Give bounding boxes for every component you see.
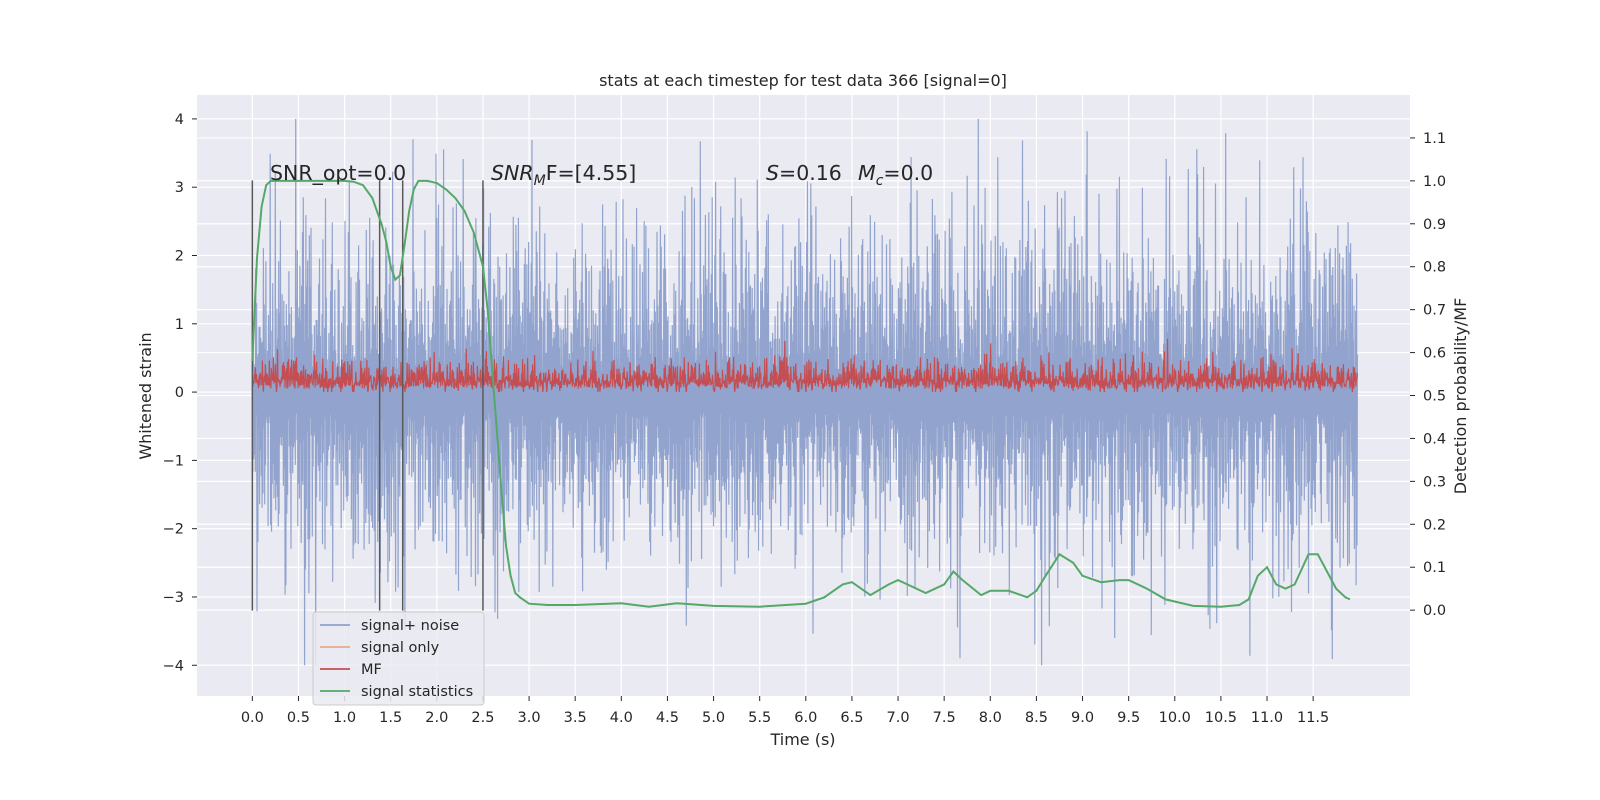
- annotation-mc-sub: c: [876, 173, 884, 189]
- y2-tick-label: 0.2: [1423, 517, 1446, 533]
- annotation-s-symbol: S: [766, 161, 779, 185]
- y-axis-ticks: 4 3 2 1 0 −1 −2 −3 −4: [163, 112, 197, 674]
- x-tick-label: 0.5: [287, 710, 310, 726]
- y-tick-label: −2: [163, 522, 184, 538]
- x-tick-label: 7.5: [933, 710, 956, 726]
- annotation-snr-mf-prefix: SNR: [491, 161, 534, 185]
- annotation-snr-mf-sub: M: [534, 173, 546, 189]
- annotations: SNR_opt=0.0 SNRMF=[4.55] S=0.16 Mc=0.0: [270, 161, 933, 189]
- signal-noise-line: [251, 118, 1358, 666]
- y-tick-label: 4: [175, 112, 184, 128]
- y2-tick-label: 1.1: [1423, 131, 1446, 147]
- chart-title: stats at each timestep for test data 366…: [599, 71, 1007, 90]
- y2-tick-label: 0.5: [1423, 389, 1446, 405]
- x-tick-label: 6.5: [840, 710, 863, 726]
- x-axis-ticks: 0.0 0.5 1.0 1.5 2.0 2.5 3.0 3.5 4.0 4.5 5.0 5.5 6.0 6…: [241, 696, 1329, 726]
- y-axis-label: Whitened strain: [136, 332, 155, 459]
- y2-tick-label: 0.0: [1423, 603, 1446, 619]
- legend-label-mf: MF: [361, 662, 382, 678]
- x-axis-label: Time (s): [769, 730, 835, 749]
- y2-tick-label: 0.8: [1423, 260, 1446, 276]
- y2-axis-ticks: 1.1 1.0 0.9 0.8 0.7 0.6 0.5 0.4 0.3 0.2 0.1 0.0: [1410, 131, 1446, 619]
- x-tick-label: 9.5: [1117, 710, 1140, 726]
- x-tick-label: 5.5: [748, 710, 771, 726]
- legend: signal+ noise signal only MF signal stat…: [312, 611, 485, 706]
- x-tick-label: 4.0: [610, 710, 633, 726]
- annotation-mc: Mc=0.0: [858, 161, 933, 189]
- y2-tick-label: 0.3: [1423, 474, 1446, 490]
- y2-tick-label: 0.1: [1423, 560, 1446, 576]
- series-signal-statistics: [251, 179, 1351, 608]
- y-tick-label: 3: [175, 180, 184, 196]
- annotation-mc-value: =0.0: [883, 161, 933, 185]
- x-tick-label: 5.0: [702, 710, 725, 726]
- x-tick-label: 10.5: [1205, 710, 1237, 726]
- x-tick-label: 2.5: [471, 710, 494, 726]
- annotation-snr-mf-suffix: F=[4.55]: [546, 161, 637, 185]
- y-tick-label: 1: [175, 317, 184, 333]
- y2-tick-label: 1.0: [1423, 174, 1446, 190]
- y-tick-label: 0: [175, 385, 184, 401]
- legend-label-signal-noise: signal+ noise: [361, 618, 459, 634]
- y2-tick-label: 0.7: [1423, 303, 1446, 319]
- y-tick-label: −3: [163, 590, 184, 606]
- annotation-mc-symbol: M: [858, 161, 876, 185]
- y-tick-label: 2: [175, 248, 184, 264]
- x-tick-label: 10.0: [1159, 710, 1191, 726]
- x-tick-label: 9.0: [1071, 710, 1094, 726]
- x-tick-label: 0.0: [241, 710, 264, 726]
- series-signal-noise: [251, 118, 1358, 666]
- annotation-s-value: =0.16: [779, 161, 842, 185]
- x-tick-label: 3.0: [518, 710, 541, 726]
- y-tick-label: −4: [163, 658, 184, 674]
- signal-statistics-line: [251, 179, 1351, 608]
- mf-line: [252, 338, 1358, 393]
- x-tick-label: 8.0: [979, 710, 1002, 726]
- x-tick-label: 8.5: [1025, 710, 1048, 726]
- x-tick-label: 11.0: [1251, 710, 1283, 726]
- x-tick-label: 1.5: [379, 710, 402, 726]
- legend-label-signal-statistics: signal statistics: [361, 684, 473, 700]
- y2-tick-label: 0.9: [1423, 217, 1446, 233]
- x-tick-label: 7.0: [887, 710, 910, 726]
- y2-tick-label: 0.4: [1423, 431, 1446, 447]
- x-tick-label: 1.0: [333, 710, 356, 726]
- series-mf: [252, 338, 1358, 393]
- annotation-snr-opt: SNR_opt=0.0: [270, 161, 406, 186]
- x-tick-label: 11.5: [1297, 710, 1329, 726]
- x-tick-label: 2.0: [425, 710, 448, 726]
- y2-tick-label: 0.6: [1423, 346, 1446, 362]
- annotation-snr-mf: SNRMF=[4.55]: [491, 161, 636, 189]
- y-tick-label: −1: [163, 453, 184, 469]
- y2-axis-label: Detection probability/MF: [1451, 298, 1470, 495]
- x-tick-label: 6.0: [794, 710, 817, 726]
- legend-box: [312, 611, 485, 706]
- legend-label-signal-only: signal only: [361, 640, 440, 656]
- x-tick-label: 4.5: [656, 710, 679, 726]
- annotation-s: S=0.16: [766, 161, 842, 185]
- x-tick-label: 3.5: [564, 710, 587, 726]
